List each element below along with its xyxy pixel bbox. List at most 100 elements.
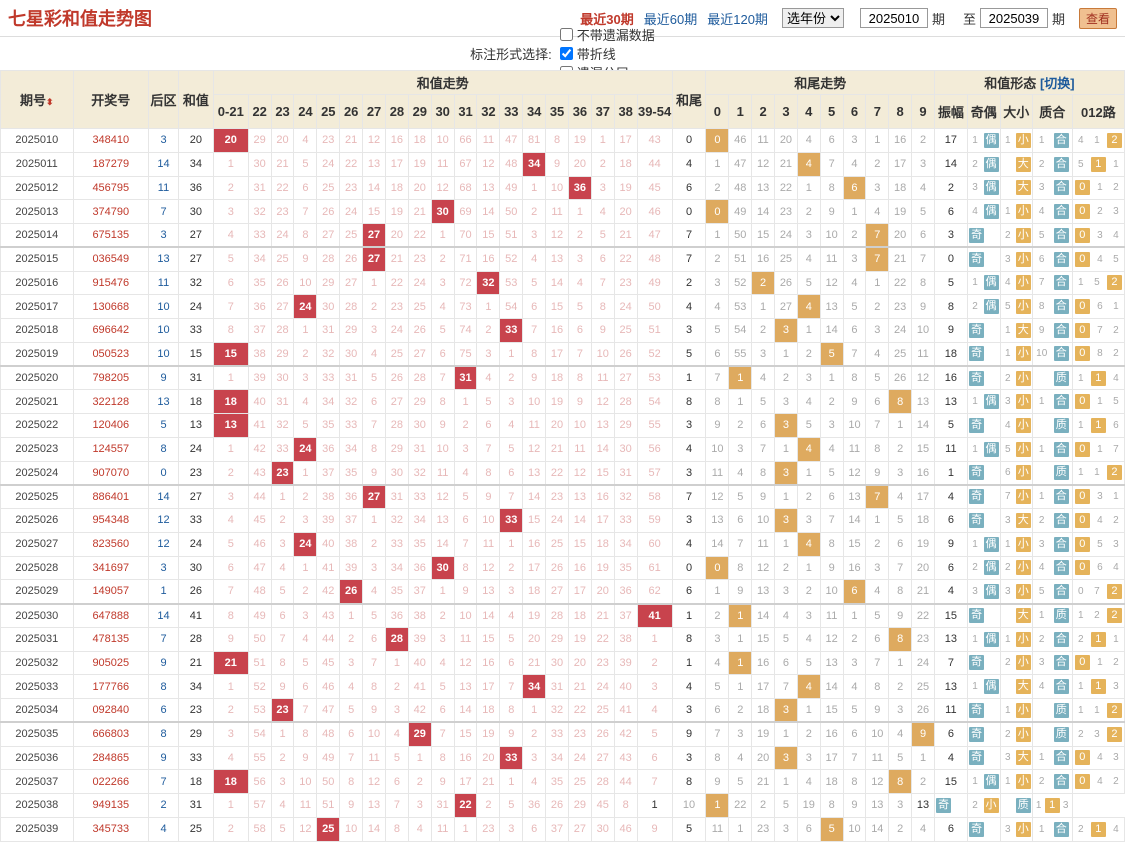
form-oe-cell: 奇 (966, 698, 1001, 723)
sum-miss-cell: 5 (430, 318, 455, 343)
sum-miss-cell: 1 (636, 626, 673, 652)
tail-miss-cell: 7 (865, 650, 890, 676)
tail-miss-cell: 17 (819, 745, 844, 771)
amplitude-cell: 13 (911, 793, 935, 818)
sum-hit-cell: 26 (339, 579, 364, 604)
tail-hit-cell: 5 (819, 816, 844, 842)
tail-miss-cell: 6 (842, 318, 867, 343)
period-tab[interactable]: 最近60期 (643, 11, 698, 27)
sum-miss-cell: 12 (430, 483, 455, 509)
tail-miss-cell: 8 (865, 436, 890, 462)
back-zone-cell: 12 (148, 508, 179, 533)
period-tab[interactable]: 最近120期 (707, 11, 768, 27)
tail-miss-cell: 5 (774, 626, 798, 652)
option-checkbox[interactable]: 带折线 (559, 44, 655, 63)
tail-miss-cell: 8 (911, 270, 935, 296)
sum-miss-cell: 14 (522, 483, 547, 509)
tail-miss-cell: 3 (819, 413, 844, 438)
sum-cell: 18 (177, 389, 214, 414)
sum-miss-cell: 21 (339, 128, 364, 153)
amplitude-cell: 7 (933, 650, 968, 676)
sum-miss-cell: 6 (270, 602, 295, 628)
option-checkbox[interactable]: 不带遗漏数据 (559, 25, 655, 44)
sum-miss-cell: 7 (384, 793, 409, 818)
draw-number-cell: 886401 (72, 483, 150, 509)
query-button[interactable]: 查看 (1078, 7, 1117, 29)
tail-miss-cell: 8 (865, 674, 890, 699)
sum-miss-cell: 7 (430, 365, 455, 391)
tail-miss-cell: 6 (865, 626, 890, 652)
sum-miss-cell: 23 (567, 721, 592, 747)
tail-miss-cell: 9 (728, 579, 753, 604)
sum-miss-cell: 34 (384, 555, 409, 581)
sum-miss-cell: 2 (270, 745, 295, 771)
period-tab[interactable]: 最近30期 (580, 11, 634, 27)
to-period-input[interactable] (979, 8, 1048, 28)
tail-miss-cell: 16 (751, 246, 776, 272)
tail-miss-cell: 1 (774, 436, 798, 462)
table-row: 2025039 345733 4 25 2 58 5 12 25 10 14 8 4 11 1 23 3 6 37 2… (0, 816, 1125, 842)
sum-miss-cell: 15 (567, 531, 592, 557)
tail-miss-cell: 6 (865, 389, 890, 414)
sum-miss-cell: 39 (247, 365, 272, 391)
from-period-input[interactable] (859, 8, 928, 28)
draw-number-cell: 478135 (72, 626, 150, 652)
sum-miss-cell: 2 (590, 151, 615, 177)
sum-miss-cell: 17 (522, 555, 547, 581)
tail-miss-cell: 5 (728, 769, 753, 794)
sum-miss-cell: 47 (636, 223, 673, 248)
col-period-header[interactable]: 期号⬍ (0, 70, 74, 129)
sum-miss-cell: 23 (590, 650, 615, 676)
period-cell: 2025017 (0, 294, 74, 319)
sum-miss-cell: 1 (362, 270, 386, 296)
sum-miss-cell: 36 (407, 555, 432, 581)
sum-miss-cell: 49 (316, 745, 341, 771)
switch-link[interactable]: [切换] (1039, 76, 1075, 91)
sum-miss-cell: 9 (293, 745, 318, 771)
tail-miss-cell: 2 (796, 721, 821, 747)
sum-miss-cell: 7 (499, 483, 524, 509)
sum-hit-cell: 18 (212, 389, 249, 414)
sum-miss-cell: 15 (476, 626, 501, 652)
sum-miss-cell: 1 (499, 341, 524, 367)
tail-miss-cell: 8 (705, 745, 730, 771)
sum-miss-cell: 21 (567, 674, 592, 699)
sum-miss-cell: 2 (499, 555, 524, 581)
sum-miss-cell: 12 (362, 128, 386, 153)
sum-miss-cell: 6 (590, 246, 615, 272)
year-select[interactable]: 选年份 (781, 8, 844, 28)
sum-miss-cell: 36 (384, 602, 409, 628)
draw-number-cell: 050523 (72, 341, 150, 367)
tail-miss-cell: 2 (865, 531, 890, 557)
sum-miss-cell: 4 (384, 721, 409, 747)
tail-miss-cell: 26 (911, 698, 935, 723)
tail-miss-cell: 13 (911, 389, 935, 414)
sum-miss-cell: 37 (247, 318, 272, 343)
sum-cell: 18 (177, 769, 214, 794)
sum-hit-cell: 23 (270, 460, 295, 486)
sum-hit-cell: 27 (362, 246, 386, 272)
sum-cell: 20 (177, 128, 214, 153)
sum-miss-cell: 23 (545, 483, 569, 509)
table-row: 2025038 949135 2 31 1 57 4 11 51 9 13 7 3 31 22 2 5 36 26 2… (0, 793, 1125, 818)
table-row: 2025027 823560 12 24 5 46 3 24 40 38 2 33 35 14 7 11 1 16… (0, 531, 1125, 557)
tail-cell: 1 (671, 602, 707, 628)
sum-miss-cell: 26 (384, 365, 409, 391)
tail-miss-cell: 2 (796, 341, 821, 367)
sum-miss-cell: 46 (316, 674, 341, 699)
tail-miss-cell: 54 (728, 318, 753, 343)
sum-miss-cell: 29 (545, 626, 569, 652)
sum-miss-cell: 21 (545, 436, 569, 462)
sum-miss-cell: 31 (430, 793, 455, 818)
tail-miss-cell: 10 (819, 223, 844, 248)
sum-miss-cell: 50 (247, 626, 272, 652)
sum-miss-cell: 27 (545, 579, 569, 604)
sum-miss-cell: 7 (362, 413, 386, 438)
table-row: 2025028 341697 3 30 6 47 4 1 41 39 3 34 36 30 8 12 2 17 26… (0, 555, 1125, 581)
sum-miss-cell: 52 (247, 674, 272, 699)
tail-cell: 6 (671, 579, 707, 604)
